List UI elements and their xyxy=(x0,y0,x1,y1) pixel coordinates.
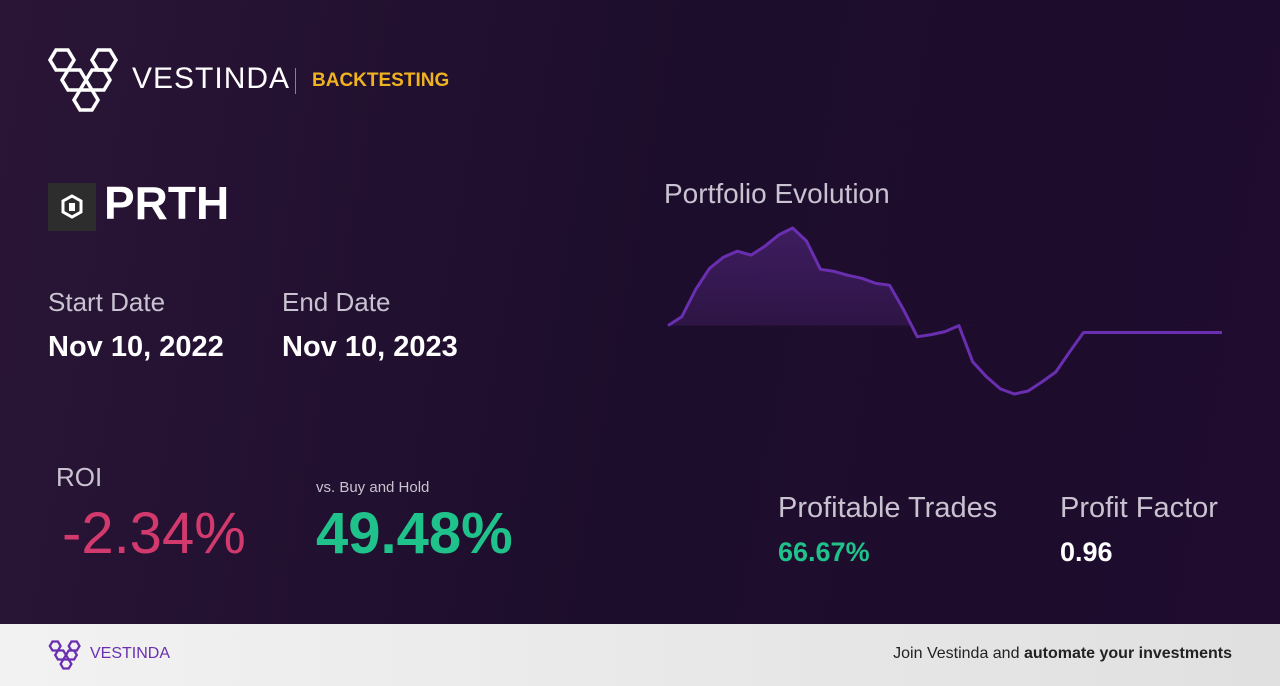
roi-label: ROI xyxy=(56,462,103,492)
chart xyxy=(667,226,1222,396)
area xyxy=(668,228,959,326)
end-date-label: End Date xyxy=(282,287,391,317)
profit-factor-label: Profit Factor xyxy=(1060,492,1218,524)
footer-brand: VESTINDA xyxy=(90,645,171,662)
footer-logo xyxy=(48,640,81,670)
section-name: BACKTESTING xyxy=(312,70,450,91)
profitable-trades-label: Profitable Trades xyxy=(778,492,998,524)
brand-logo xyxy=(47,48,119,112)
roi-value: -2.34% xyxy=(62,501,246,566)
ticker-icon xyxy=(48,183,96,231)
footer: VESTINDA Join Vestinda and automate your… xyxy=(0,624,1280,686)
brand-name: VESTINDA xyxy=(132,62,291,95)
footer-cta: Join Vestinda and automate your investme… xyxy=(893,645,1232,663)
footer-text: Join Vestinda and xyxy=(893,645,1020,662)
start-date-label: Start Date xyxy=(48,287,166,317)
ticker-icon-glyph xyxy=(61,194,83,219)
buy-hold-label: vs. Buy and Hold xyxy=(316,479,430,496)
footer-emphasis: automate your investments xyxy=(1023,645,1232,662)
chart-title: Portfolio Evolution xyxy=(664,178,890,209)
profit-factor: 0.96 xyxy=(1060,537,1113,567)
buy-hold-value: 49.48% xyxy=(316,501,513,566)
start-date: Nov 10, 2022 xyxy=(48,331,224,363)
line xyxy=(667,226,1222,396)
ticker: PRTH xyxy=(104,177,230,229)
end-date: Nov 10, 2023 xyxy=(282,331,458,363)
divider xyxy=(295,68,296,94)
profitable-trades: 66.67% xyxy=(778,537,870,567)
